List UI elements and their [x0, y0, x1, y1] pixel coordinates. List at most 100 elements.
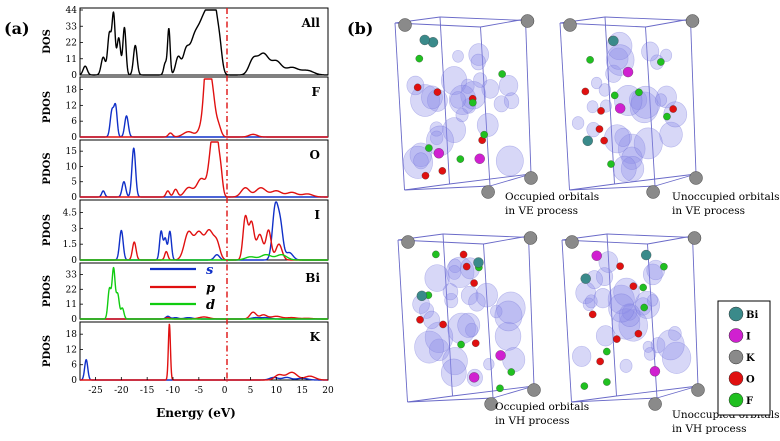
atom-legend-label-i: I: [746, 332, 751, 343]
atom-f: [610, 91, 619, 100]
atom-k: [685, 14, 700, 28]
unit-cell-edge: [489, 173, 532, 187]
atom-k: [646, 185, 660, 199]
atom-f: [603, 378, 611, 386]
x-tick-label: 20: [322, 386, 334, 396]
orbital-isosurface: [413, 152, 429, 170]
orbital-isosurface: [452, 49, 464, 63]
orbital-isosurface: [502, 347, 526, 373]
atom-k: [648, 397, 662, 411]
atom-f: [496, 384, 504, 393]
y-tick-label: 0: [71, 376, 77, 386]
orbital-isosurface: [593, 288, 613, 309]
atom-legend-swatch-k: [728, 349, 744, 365]
orbital-isosurface: [465, 322, 479, 338]
orbital-isosurface: [612, 155, 637, 182]
orbital-isosurface: [629, 91, 659, 124]
orbital-isosurface: [455, 108, 469, 123]
orbital-isosurface: [663, 101, 688, 128]
orbital-isosurface: [621, 146, 643, 170]
orbital-isosurface: [414, 330, 445, 364]
unit-cell-edge: [647, 235, 693, 245]
y-tick-label: 4.5: [63, 209, 78, 219]
y-tick-label: 6: [71, 117, 77, 127]
atom-o: [439, 320, 447, 329]
orbital-isosurface: [410, 84, 440, 117]
orbital-isosurface: [611, 308, 641, 340]
atom-legend-swatch-o: [728, 371, 744, 386]
structure-4: [561, 231, 705, 411]
orbital-isosurface: [641, 41, 660, 62]
dos-curve-p: [79, 311, 329, 320]
y-tick-label: 33: [66, 270, 78, 280]
unit-cell-edge: [604, 16, 691, 21]
y-axis-label: PDOS: [42, 214, 53, 246]
atom-o: [421, 171, 430, 180]
unit-cell-edge: [645, 26, 656, 187]
structure-1: [394, 14, 538, 199]
x-tick-label: 10: [271, 386, 283, 396]
orbital-isosurface: [494, 300, 523, 332]
orbital-isosurface: [620, 155, 645, 182]
atom-f: [586, 56, 594, 64]
panel-name-label: All: [301, 16, 321, 30]
atom-i: [591, 250, 602, 261]
orbital-isosurface: [450, 91, 467, 109]
atom-k: [524, 171, 538, 185]
atom-o: [596, 357, 604, 366]
atom-o: [413, 83, 422, 92]
atom-k: [527, 383, 541, 397]
orbital-isosurface: [617, 133, 646, 164]
unit-cell-edge: [656, 385, 699, 399]
atom-bi: [416, 290, 427, 301]
atom-bi: [582, 135, 593, 146]
unit-cell-edge: [571, 395, 617, 403]
atom-o: [470, 279, 478, 287]
dos-panel-i: 0 1.5 3 4.5 PDOS I: [42, 199, 329, 266]
y-tick-label: 1.5: [63, 240, 78, 250]
caption-occupied-ve-line1: Occupied orbitals: [505, 191, 599, 203]
unit-cell-edge: [616, 385, 699, 397]
unit-cell-edge: [407, 395, 453, 403]
atom-f: [480, 130, 488, 139]
unit-cell-edge: [483, 243, 494, 399]
structure-2: [559, 14, 703, 199]
unit-cell-edge: [397, 239, 408, 403]
atom-legend-label-f: F: [746, 396, 753, 407]
atom-f: [639, 283, 647, 292]
legend-d-label: d: [206, 298, 215, 313]
atom-o: [581, 87, 590, 96]
x-tick-label: -15: [140, 386, 155, 396]
atom-f: [580, 382, 589, 390]
atom-k: [484, 397, 498, 411]
atom-f: [498, 70, 506, 78]
caption-unoccupied-ve-line1: Unoccupied orbitals: [672, 191, 779, 203]
orbital-isosurface: [584, 294, 598, 309]
dos-curve-p: [79, 78, 329, 138]
panel-a-label: (a): [4, 19, 30, 38]
atom-i: [649, 366, 661, 377]
atom-f: [603, 347, 611, 356]
y-tick-label: 5: [71, 178, 77, 188]
unit-cell-edge: [606, 233, 617, 397]
caption-unoccupied-vh-line2: in VH process: [672, 423, 746, 435]
unit-cell-edge: [452, 385, 535, 397]
panel-frame: [79, 7, 329, 76]
atom-k: [398, 18, 412, 32]
orbital-isosurface: [440, 66, 468, 95]
x-axis-ticks: -25 -20 -15 -10 -5 0 5 10 15 20: [88, 377, 334, 396]
y-tick-label: 11: [66, 55, 77, 65]
orbital-isosurface: [642, 263, 663, 286]
atom-k: [687, 231, 702, 245]
dos-curve-d: [79, 266, 329, 320]
caption-unoccupied-ve-line2: in VE process: [672, 205, 745, 217]
atom-f: [657, 58, 665, 66]
x-tick-label: 0: [222, 386, 228, 396]
panel-name-label: F: [311, 85, 320, 99]
y-tick-label: 22: [66, 285, 77, 295]
atom-o: [613, 335, 621, 343]
dos-curve-p: [79, 141, 329, 198]
dos-curve-d: [79, 253, 329, 261]
unit-cell-edge: [442, 233, 529, 238]
unit-cell-edge: [690, 18, 697, 175]
